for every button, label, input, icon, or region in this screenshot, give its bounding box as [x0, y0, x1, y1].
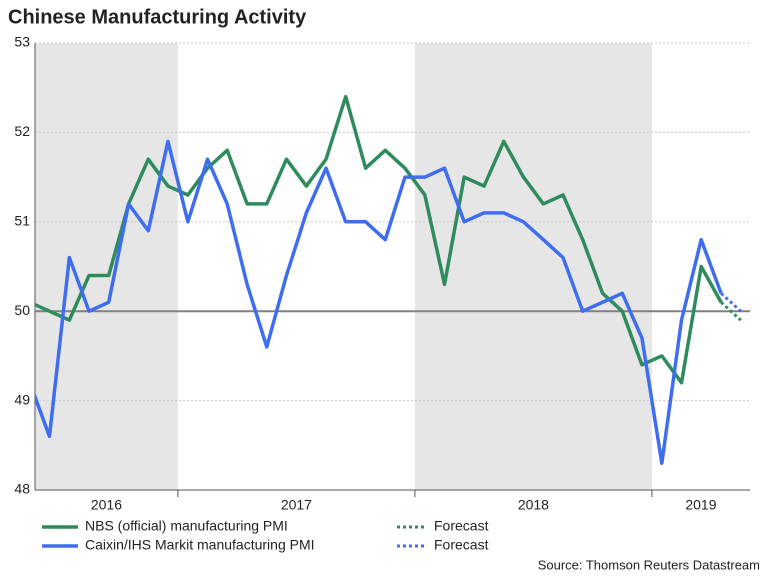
source: Source: Thomson Reuters Datastream — [538, 557, 760, 572]
series-line — [720, 292, 742, 313]
legend-label: Caixin/IHS Markit manufacturing PMI — [85, 537, 315, 553]
x-tick-label: 2019 — [685, 497, 716, 513]
y-tick-label: 51 — [14, 213, 30, 229]
y-tick-label: 52 — [14, 123, 30, 139]
series-line — [35, 139, 723, 465]
legend-label: NBS (official) manufacturing PMI — [85, 518, 288, 534]
series-line — [35, 94, 723, 385]
series-line — [720, 301, 742, 322]
x-tick-label: 2017 — [281, 497, 312, 513]
plot-area — [35, 94, 742, 465]
shaded-band — [35, 43, 178, 490]
legend-label: Forecast — [434, 537, 489, 553]
y-tick-label: 50 — [14, 302, 30, 318]
shaded-band — [414, 43, 652, 490]
x-tick-label: 2016 — [91, 497, 122, 513]
y-tick-label: 49 — [14, 391, 30, 407]
legend-label: Forecast — [434, 518, 489, 534]
x-tick-label: 2018 — [518, 497, 549, 513]
y-tick-label: 48 — [14, 481, 30, 497]
y-tick-label: 53 — [14, 34, 30, 50]
chart-title: Chinese Manufacturing Activity — [8, 6, 307, 28]
